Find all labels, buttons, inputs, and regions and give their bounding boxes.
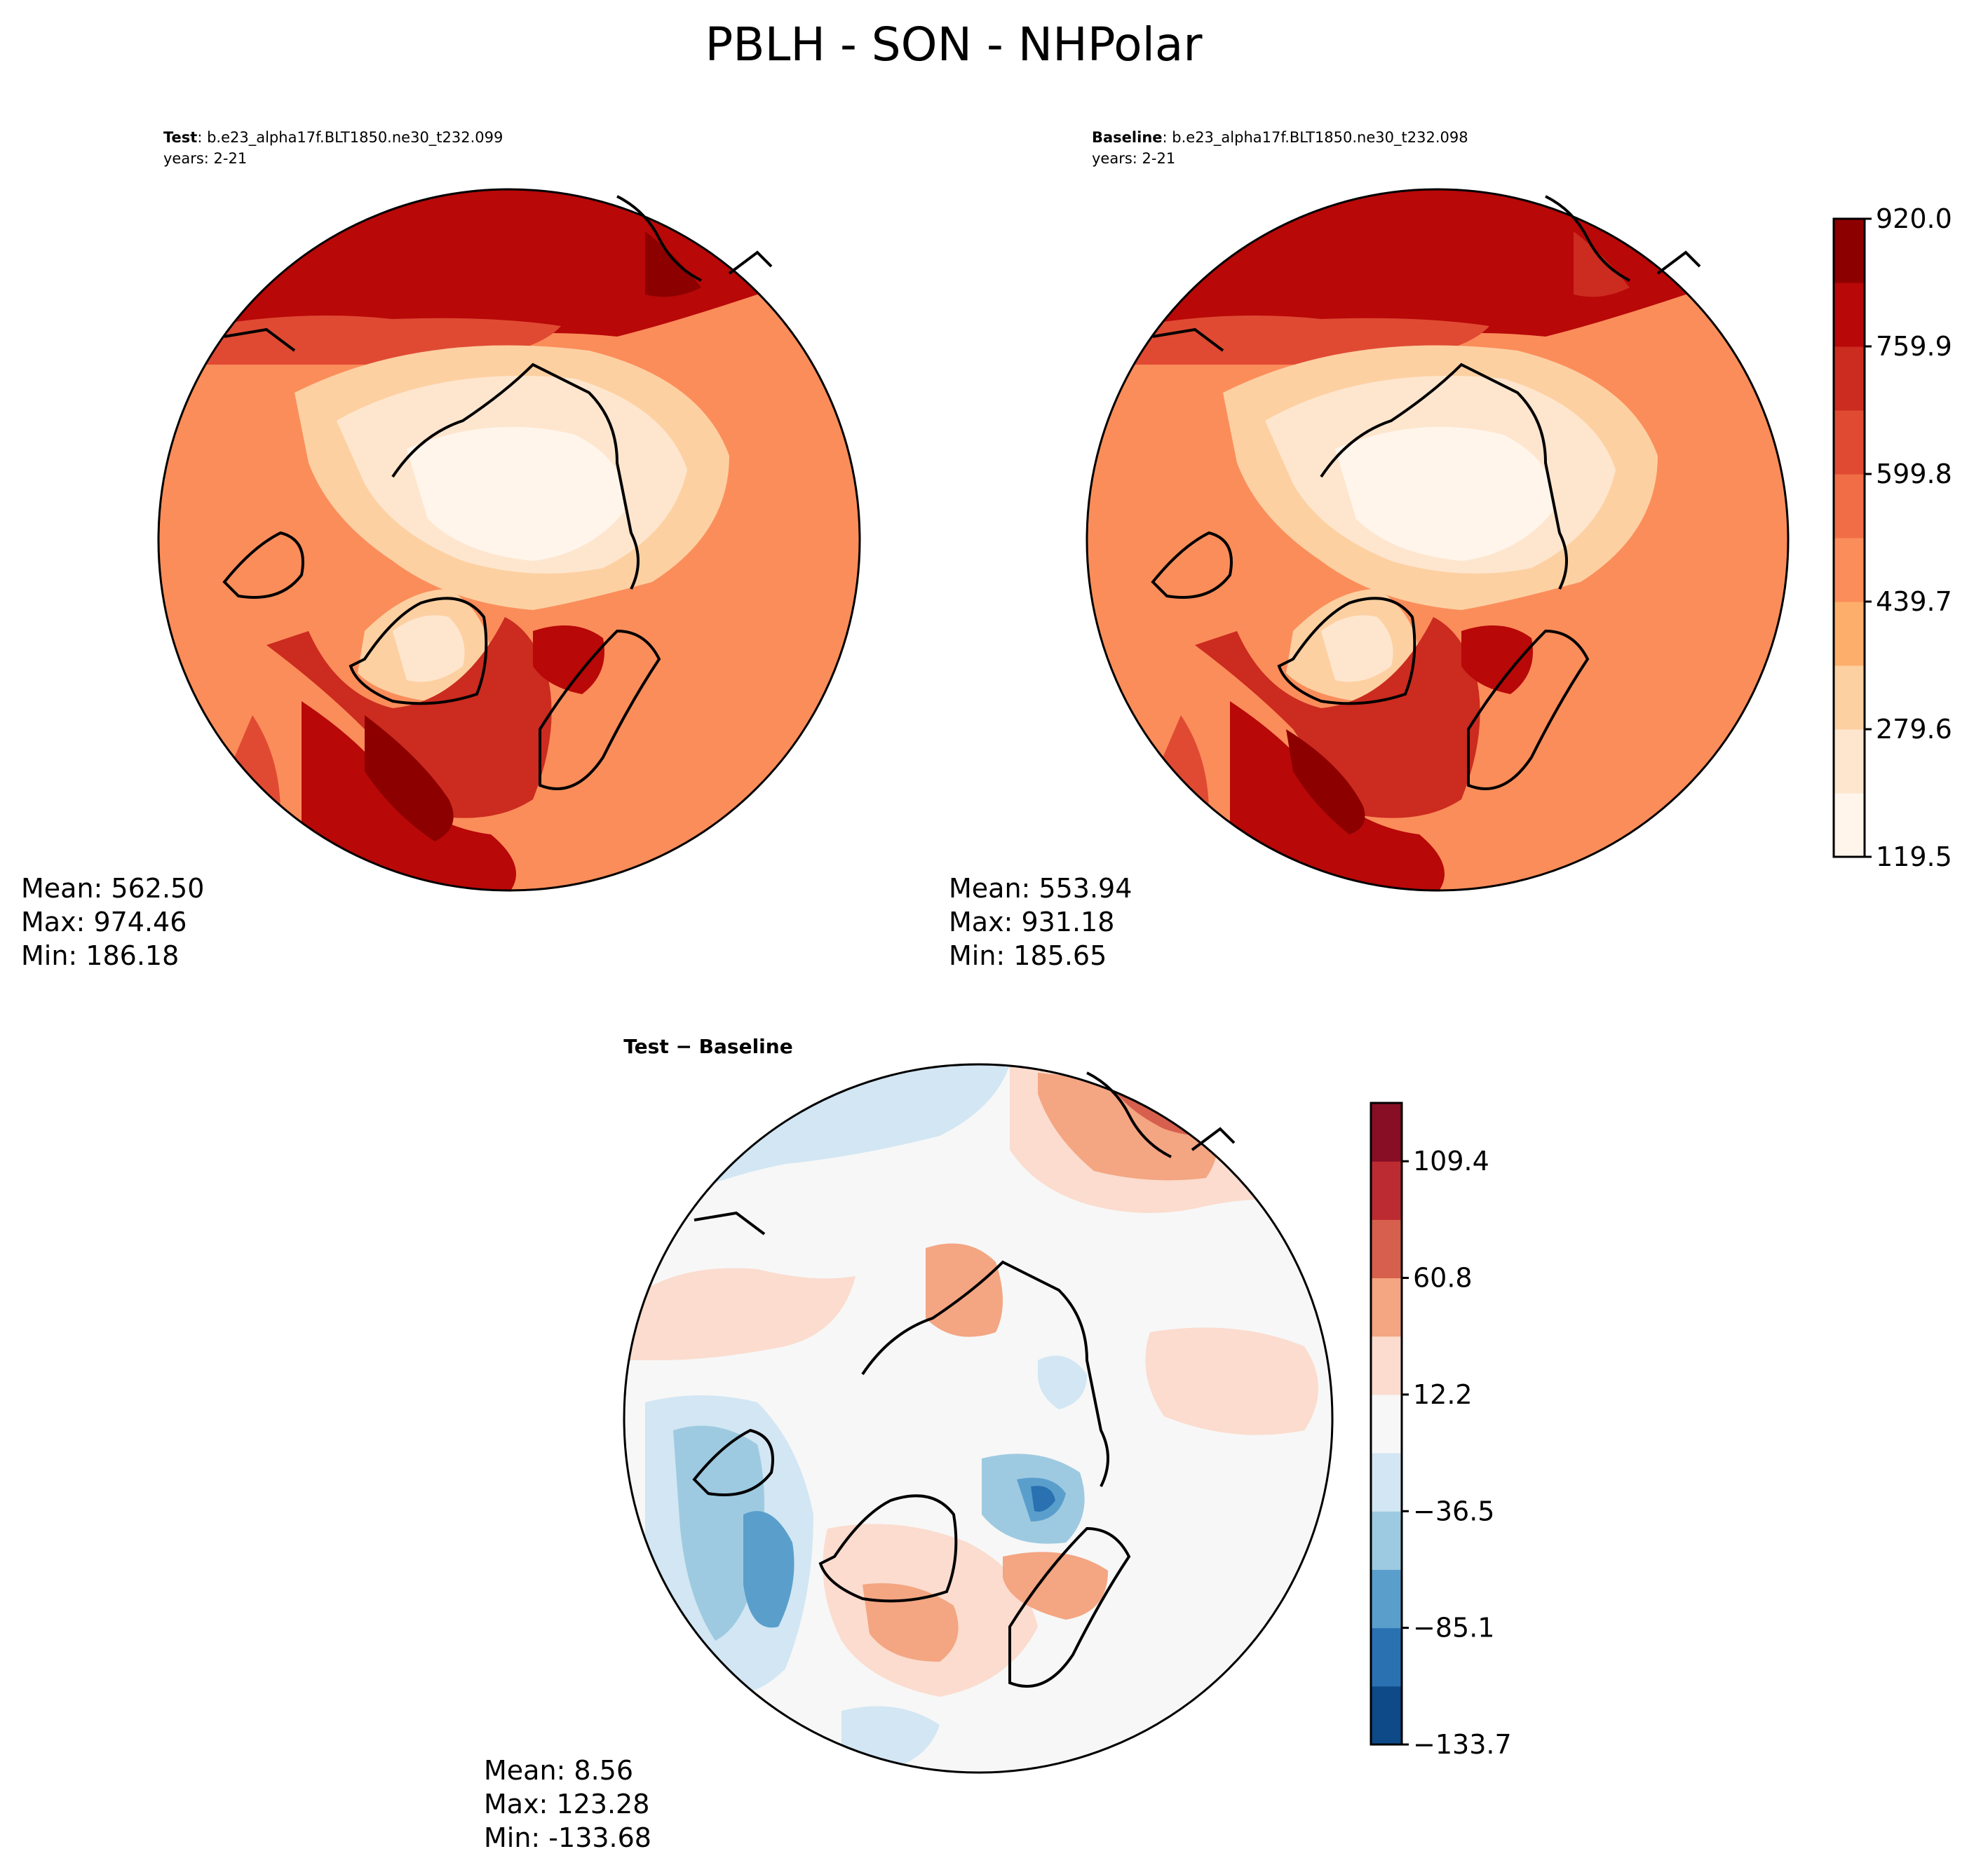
main-colorbar-bin xyxy=(1834,283,1865,347)
baseline-label-bold: Baseline xyxy=(1092,129,1163,146)
baseline-map xyxy=(1087,189,1788,890)
test-label-case: : b.e23_alpha17f.BLT1850.ne30_t232.099 xyxy=(197,129,503,147)
difference-colorbar-bin xyxy=(1371,1103,1402,1162)
difference-stat-min: Min: -133.68 xyxy=(484,1822,651,1853)
main-colorbar: 119.5 279.6 439.7 599.8 759.9 920.0 xyxy=(1832,203,1952,872)
difference-colorbar-tick-label: 109.4 xyxy=(1413,1146,1489,1177)
difference-colorbar-bin xyxy=(1371,1161,1402,1220)
difference-map-boundary xyxy=(623,1063,1334,1774)
baseline-stat-mean: Mean: 553.94 xyxy=(949,873,1132,904)
main-colorbar-bin xyxy=(1834,665,1865,730)
test-panel: Test: b.e23_alpha17f.BLT1850.ne30_t232.0… xyxy=(21,129,861,971)
main-colorbar-tick-label: 759.9 xyxy=(1876,331,1952,362)
difference-colorbar-bin xyxy=(1371,1336,1402,1395)
difference-colorbar-tick-label: −133.7 xyxy=(1413,1729,1512,1760)
baseline-coastlines xyxy=(1151,195,1701,790)
main-colorbar-tick-label: 279.6 xyxy=(1876,714,1952,745)
main-colorbar-bin xyxy=(1834,602,1865,666)
main-colorbar-bin xyxy=(1834,793,1865,858)
baseline-panel-label: Baseline: b.e23_alpha17f.BLT1850.ne30_t2… xyxy=(1092,129,1468,147)
difference-panel: Test − Baseline xyxy=(484,1035,1334,1853)
main-colorbar-tick-label: 920.0 xyxy=(1876,203,1952,234)
difference-colorbar-bin xyxy=(1371,1278,1402,1337)
test-stat-min: Min: 186.18 xyxy=(21,940,179,971)
baseline-stat-min: Min: 185.65 xyxy=(949,940,1107,971)
main-colorbar-bin xyxy=(1834,729,1865,794)
difference-colorbar-bin xyxy=(1371,1569,1402,1629)
difference-colorbar-bin xyxy=(1371,1627,1402,1687)
main-colorbar-bin xyxy=(1834,219,1865,283)
difference-colorbar-bin xyxy=(1371,1453,1402,1512)
difference-colorbar-bin xyxy=(1371,1686,1402,1745)
difference-coastlines xyxy=(692,1071,1236,1688)
difference-colorbar-tick-label: −85.1 xyxy=(1413,1613,1494,1644)
test-map-boundary xyxy=(157,188,861,892)
baseline-stat-max: Max: 931.18 xyxy=(949,907,1114,937)
difference-colorbar: −133.7 −85.1 −36.5 12.2 60.8 109.4 xyxy=(1370,1102,1512,1760)
baseline-years: years: 2-21 xyxy=(1092,150,1175,167)
difference-colorbar-tick-label: 12.2 xyxy=(1413,1379,1473,1410)
test-label-bold: Test xyxy=(163,129,197,146)
difference-colorbar-bin xyxy=(1371,1511,1402,1570)
difference-colorbar-frame xyxy=(1370,1102,1403,1746)
baseline-label-case: : b.e23_alpha17f.BLT1850.ne30_t232.098 xyxy=(1163,129,1468,147)
figure-title: PBLH - SON - NHPolar xyxy=(705,18,1203,72)
difference-stat-mean: Mean: 8.56 xyxy=(484,1755,633,1786)
main-colorbar-tick-label: 119.5 xyxy=(1876,841,1952,872)
baseline-map-boundary xyxy=(1086,188,1790,892)
difference-colorbar-tick-label: −36.5 xyxy=(1413,1496,1494,1526)
main-colorbar-bin xyxy=(1834,474,1865,538)
main-colorbar-tick-label: 439.7 xyxy=(1876,586,1952,617)
difference-stat-max: Max: 123.28 xyxy=(484,1789,649,1820)
test-map xyxy=(158,189,860,890)
main-colorbar-tick-label: 599.8 xyxy=(1876,459,1952,489)
test-panel-label: Test: b.e23_alpha17f.BLT1850.ne30_t232.0… xyxy=(163,129,503,147)
test-stat-mean: Mean: 562.50 xyxy=(21,873,204,904)
baseline-panel: Baseline: b.e23_alpha17f.BLT1850.ne30_t2… xyxy=(949,129,1790,971)
main-colorbar-bin xyxy=(1834,410,1865,475)
difference-colorbar-bin xyxy=(1371,1394,1402,1454)
test-years: years: 2-21 xyxy=(163,150,247,167)
difference-colorbar-tick-label: 60.8 xyxy=(1413,1263,1473,1294)
test-stat-max: Max: 974.46 xyxy=(21,907,187,937)
main-colorbar-bin xyxy=(1834,538,1865,602)
main-colorbar-frame xyxy=(1832,217,1866,858)
test-coastlines xyxy=(222,195,773,790)
main-colorbar-bin xyxy=(1834,346,1865,411)
difference-panel-label: Test − Baseline xyxy=(623,1035,792,1058)
difference-map xyxy=(624,1064,1332,1773)
difference-colorbar-bin xyxy=(1371,1219,1402,1279)
